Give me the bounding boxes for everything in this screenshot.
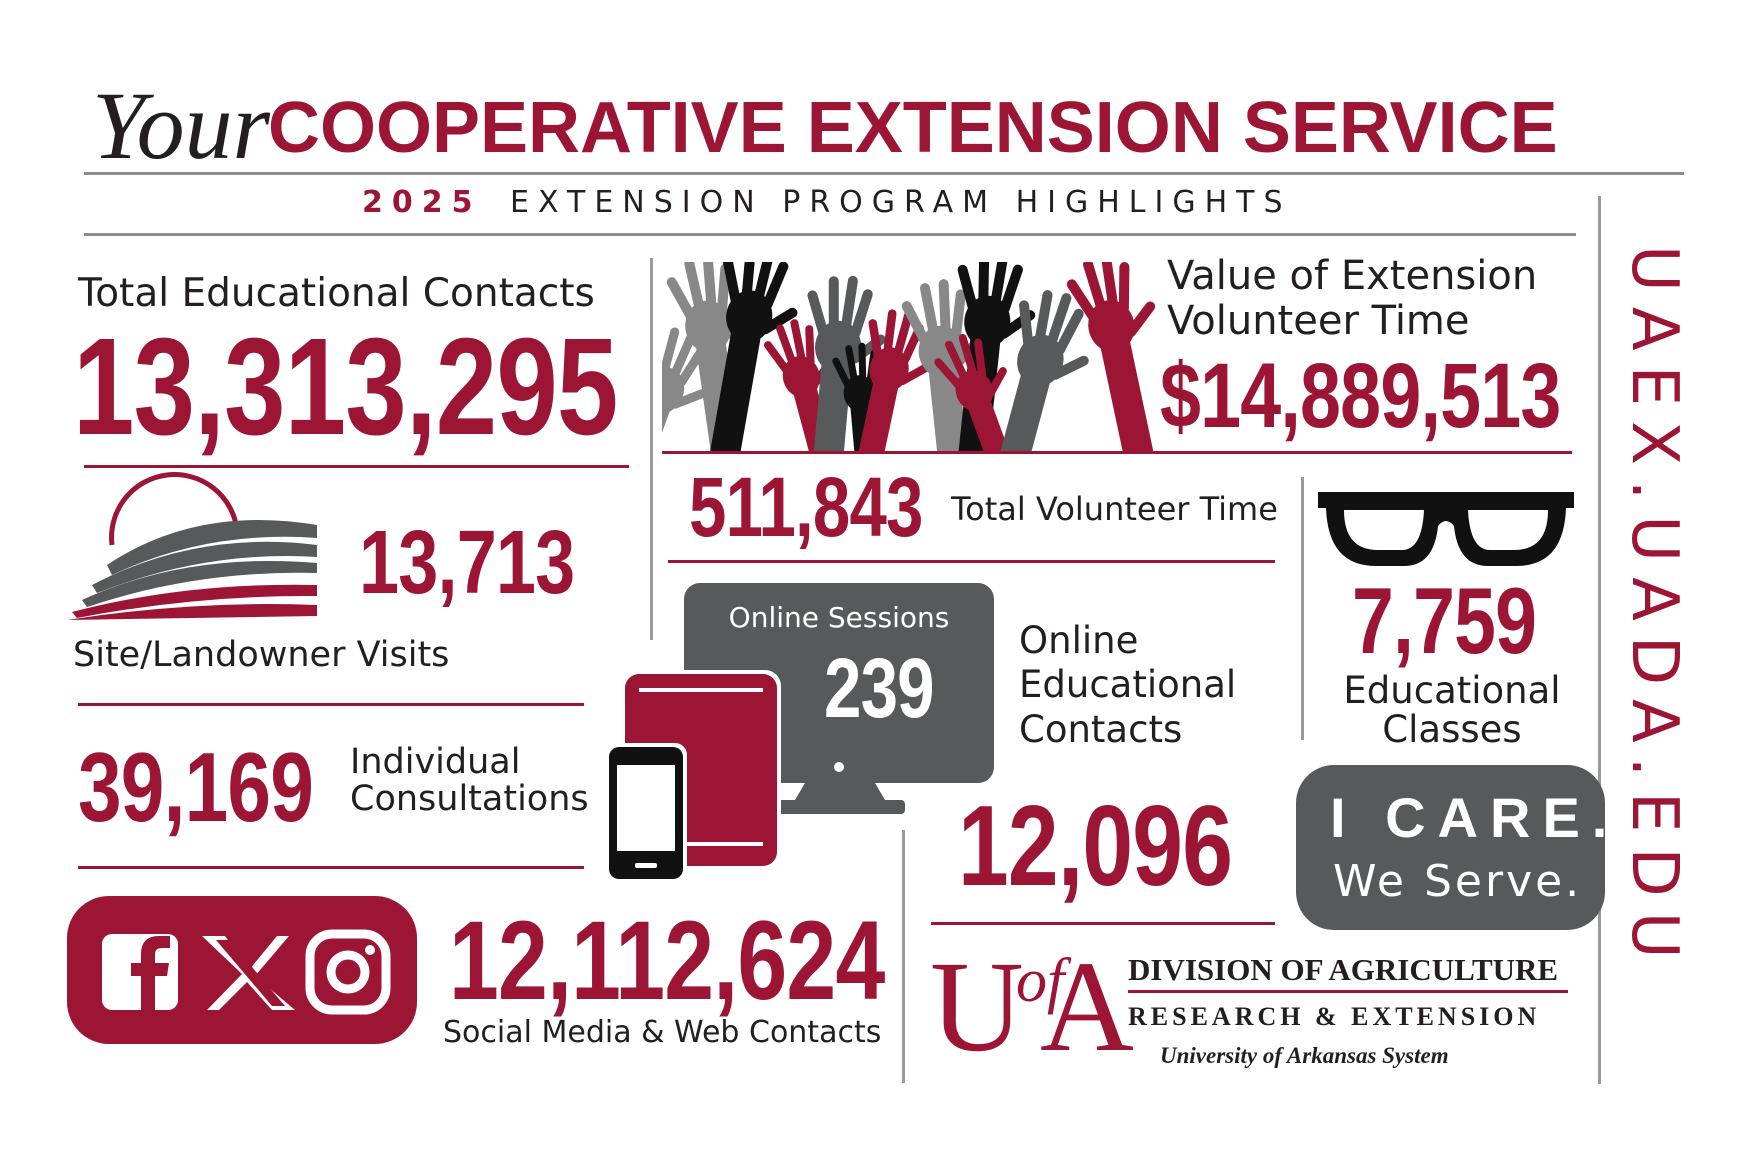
stat-value: 13,313,295 [73, 310, 618, 464]
divider [662, 451, 1572, 454]
logo-rule [1128, 990, 1568, 993]
stat-label: Total Volunteer Time [951, 490, 1278, 528]
sessions-value: 239 [824, 641, 935, 735]
logo-line: University of Arkansas System [1160, 1043, 1449, 1068]
divider [668, 560, 1275, 563]
divider [78, 866, 584, 869]
stat-label: Site/Landowner Visits [73, 635, 450, 675]
label-line: Classes [1382, 707, 1522, 751]
stat-label: Online Educational Contacts [1019, 619, 1236, 752]
divider [1598, 196, 1601, 1084]
stat-label: Total Educational Contacts [78, 271, 595, 316]
slogan-box [1296, 765, 1605, 930]
stat-value: $14,889,513 [1160, 345, 1561, 447]
header-title: COOPERATIVE EXTENSION SERVICE [268, 88, 1558, 168]
logo-mark: U [930, 935, 1024, 1079]
stat-value: 511,843 [689, 460, 923, 554]
stat-label: Value of Extension Volunteer Time [1167, 254, 1537, 344]
divider [78, 703, 584, 706]
divider [902, 830, 905, 1083]
label-line: Educational [1019, 663, 1237, 707]
subtitle-text: EXTENSION PROGRAM HIGHLIGHTS [510, 185, 1292, 220]
slogan-line: We Serve. [1333, 856, 1583, 907]
stat-label: Social Media & Web Contacts [443, 1015, 882, 1050]
divider [84, 465, 629, 468]
hands-illustration [662, 262, 1162, 454]
logo-mark: of [1016, 947, 1065, 1015]
devices-icon [605, 583, 994, 883]
stat-value: 12,112,624 [449, 898, 885, 1023]
header-script: Your [92, 72, 270, 179]
stat-value: 12,096 [958, 783, 1233, 910]
label-line: Online [1019, 619, 1139, 662]
divider [931, 922, 1275, 925]
label-line: Educational [1343, 669, 1561, 712]
logo-line: DIVISION OF AGRICULTURE [1128, 952, 1559, 987]
slogan-line: I CARE. [1330, 786, 1620, 849]
stat-label: Educational Classes [1302, 669, 1602, 751]
divider [1301, 477, 1304, 740]
divider [84, 233, 1576, 236]
divider [84, 172, 1684, 175]
stat-label: Individual Consultations [350, 744, 589, 818]
subtitle: 2025 EXTENSION PROGRAM HIGHLIGHTS [362, 188, 1292, 218]
website: UAEX.UADA.EDU [1617, 245, 1691, 974]
divider [650, 258, 653, 640]
label-line: Value of Extension [1167, 253, 1538, 299]
subtitle-year: 2025 [362, 185, 482, 220]
stat-value: 13,713 [359, 513, 575, 613]
sessions-label: Online Sessions [728, 601, 950, 634]
stat-value: 7,759 [1352, 568, 1537, 673]
stat-value: 39,169 [78, 732, 314, 842]
logo-line: RESEARCH & EXTENSION [1128, 1002, 1541, 1031]
farm-icon [67, 472, 317, 620]
label-line: Consultations [350, 778, 589, 819]
label-line: Contacts [1019, 707, 1183, 751]
label-line: Individual [350, 742, 521, 782]
glasses-icon [1318, 492, 1574, 566]
logo-mark: A [1040, 935, 1134, 1079]
label-line: Volunteer Time [1167, 297, 1470, 344]
social-icons [67, 896, 417, 1044]
